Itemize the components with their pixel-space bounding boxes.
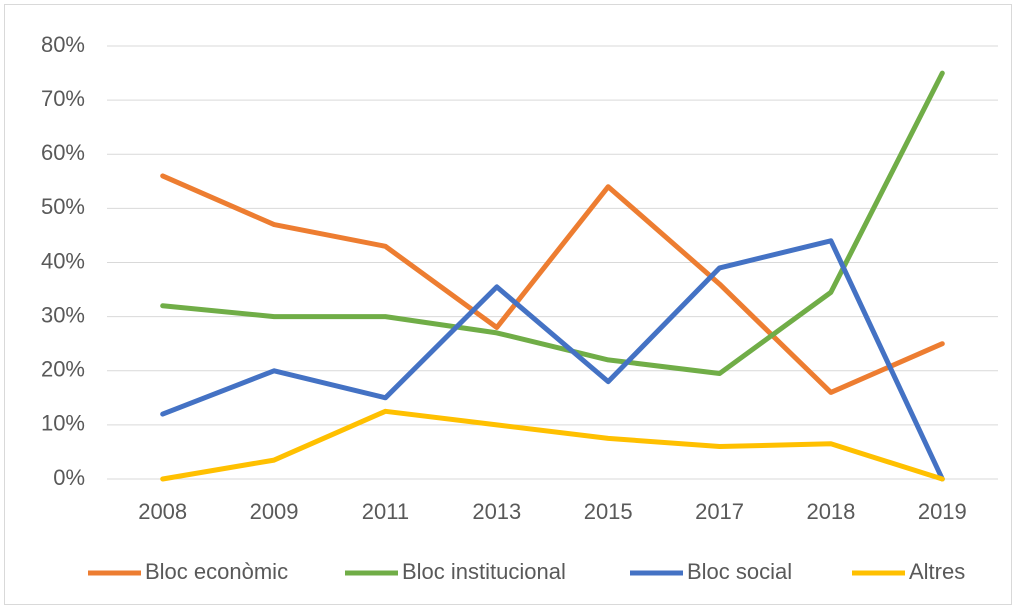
series-line xyxy=(160,70,945,376)
legend-label: Bloc econòmic xyxy=(145,559,288,584)
x-tick-label: 2008 xyxy=(138,499,187,524)
y-tick-label: 70% xyxy=(41,86,85,111)
y-tick-label: 20% xyxy=(41,357,85,382)
x-tick-label: 2018 xyxy=(806,499,855,524)
legend-label: Bloc social xyxy=(687,559,792,584)
x-tick-label: 2017 xyxy=(695,499,744,524)
y-tick-label: 60% xyxy=(41,140,85,165)
series-line xyxy=(160,408,945,482)
x-tick-label: 2011 xyxy=(362,499,409,524)
y-tick-label: 10% xyxy=(41,411,85,436)
x-tick-label: 2013 xyxy=(472,499,521,524)
x-tick-label: 2015 xyxy=(584,499,633,524)
legend-label: Altres xyxy=(909,559,965,584)
y-tick-label: 30% xyxy=(41,302,85,327)
y-tick-label: 50% xyxy=(41,194,85,219)
x-tick-label: 2009 xyxy=(250,499,299,524)
y-tick-label: 80% xyxy=(41,32,85,57)
y-tick-label: 0% xyxy=(53,465,85,490)
series-line xyxy=(160,238,945,482)
series-line xyxy=(160,173,945,395)
y-tick-label: 40% xyxy=(41,248,85,273)
legend-label: Bloc institucional xyxy=(402,559,566,584)
x-tick-label: 2019 xyxy=(918,499,967,524)
